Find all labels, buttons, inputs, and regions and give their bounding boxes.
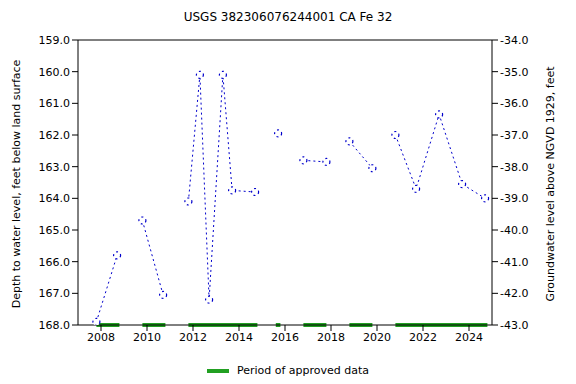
svg-text:164.0: 164.0: [39, 192, 71, 205]
svg-text:2016: 2016: [271, 331, 299, 344]
html-text:Depth to water level, feet bel: Depth to water level, feet below land su…: [9, 59, 23, 309]
svg-text:-40.0: -40.0: [500, 224, 528, 237]
svg-text:-42.0: -42.0: [500, 287, 528, 300]
svg-text:-36.0: -36.0: [500, 97, 528, 110]
svg-text:163.0: 163.0: [39, 161, 71, 174]
svg-text:2018: 2018: [317, 331, 345, 344]
svg-text:2024: 2024: [455, 331, 483, 344]
svg-text:162.0: 162.0: [39, 129, 71, 142]
svg-text:-35.0: -35.0: [500, 66, 528, 79]
svg-text:160.0: 160.0: [39, 66, 71, 79]
svg-text:-34.0: -34.0: [500, 34, 528, 47]
svg-text:-38.0: -38.0: [500, 161, 528, 174]
svg-text:-43.0: -43.0: [500, 319, 528, 332]
svg-text:-41.0: -41.0: [500, 256, 528, 269]
svg-text:2010: 2010: [133, 331, 161, 344]
html-text:Period of approved data: Period of approved data: [236, 364, 370, 377]
svg-text:2008: 2008: [87, 331, 115, 344]
svg-text:168.0: 168.0: [39, 319, 71, 332]
svg-text:-39.0: -39.0: [500, 192, 528, 205]
html-text:USGS 382306076244001 CA Fe 32: USGS 382306076244001 CA Fe 32: [183, 10, 393, 24]
svg-text:-37.0: -37.0: [500, 129, 528, 142]
svg-text:2020: 2020: [363, 331, 391, 344]
svg-text:159.0: 159.0: [39, 34, 71, 47]
svg-text:161.0: 161.0: [39, 97, 71, 110]
html-text:Groundwater level above NGVD 1: Groundwater level above NGVD 1929, feet: [543, 66, 557, 302]
svg-text:2022: 2022: [409, 331, 437, 344]
svg-text:167.0: 167.0: [39, 287, 71, 300]
svg-text:166.0: 166.0: [39, 256, 71, 269]
svg-text:165.0: 165.0: [39, 224, 71, 237]
svg-text:2014: 2014: [225, 331, 253, 344]
svg-text:2012: 2012: [179, 331, 207, 344]
